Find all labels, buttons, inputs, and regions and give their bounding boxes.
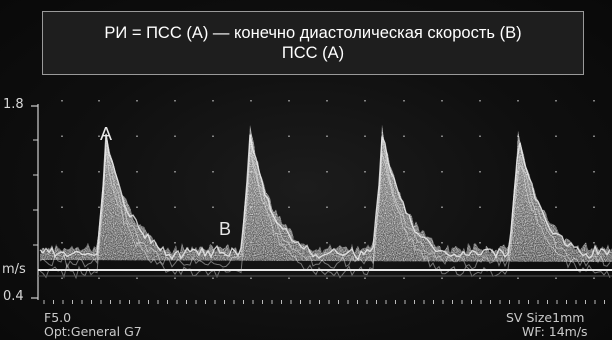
wall-filter-info: WF: 14m/s xyxy=(522,324,588,339)
spectrum-strand xyxy=(39,138,611,270)
scale-bottom-label: 0.4 xyxy=(3,289,24,304)
formula-line-2: ПСС (А) xyxy=(281,44,345,62)
preset-info: Opt:General G7 xyxy=(44,324,142,339)
scale-top-label: 1.8 xyxy=(3,97,24,112)
sample-volume-info: SV Size1mm xyxy=(506,310,585,325)
frequency-info: F5.0 xyxy=(44,310,72,325)
formula-box: РИ = ПСС (А) — конечно диастолическая ск… xyxy=(42,11,584,75)
formula-line-1: РИ = ПСС (А) — конечно диастолическая ск… xyxy=(104,24,522,42)
doppler-waveforms xyxy=(39,124,612,280)
scale-unit-label: m/s xyxy=(2,262,26,277)
spectrum-strand xyxy=(39,133,611,261)
peak-systolic-label: A xyxy=(100,124,113,144)
time-marks xyxy=(43,300,605,304)
velocity-scale xyxy=(31,104,39,300)
spectrum-speckle xyxy=(40,124,612,262)
end-diastolic-label: B xyxy=(219,219,232,239)
spectrum-strand xyxy=(39,149,611,280)
